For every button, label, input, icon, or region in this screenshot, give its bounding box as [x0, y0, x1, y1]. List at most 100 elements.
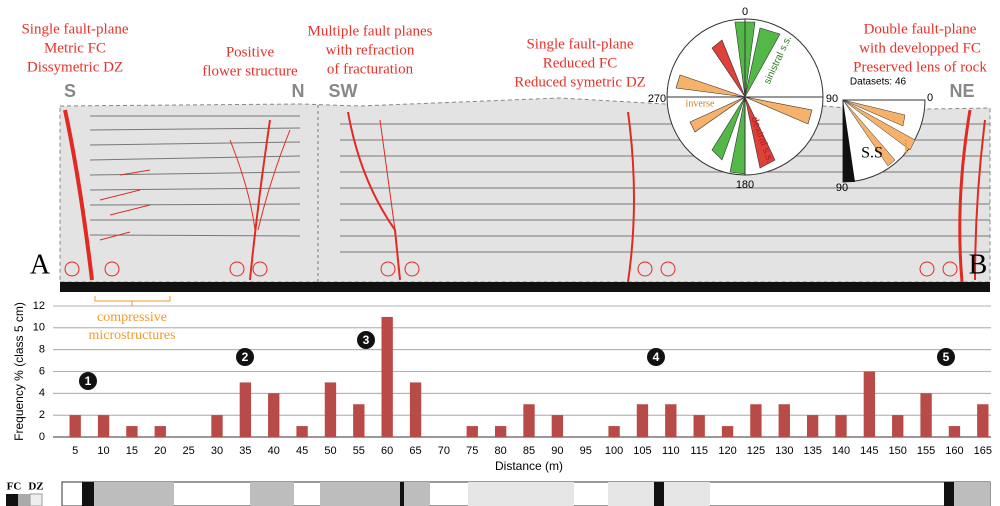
x-tick-label: 140 — [832, 445, 850, 457]
bar — [948, 426, 961, 437]
annotation: Dissymetric DZ — [27, 59, 123, 75]
bar — [97, 415, 110, 437]
x-tick-label: 50 — [324, 445, 336, 457]
bar — [693, 415, 705, 437]
x-tick-label: 45 — [296, 445, 308, 457]
base-strip — [60, 282, 990, 292]
end-label: B — [969, 249, 988, 280]
rose-label: 270 — [648, 93, 666, 105]
quarter-label: S.S — [861, 145, 883, 162]
marker — [647, 348, 665, 366]
bar — [353, 404, 365, 437]
x-tick-label: 145 — [860, 445, 878, 457]
bar — [806, 415, 819, 437]
x-tick-label: 25 — [183, 445, 195, 457]
marker — [357, 331, 375, 349]
marker-label: 1 — [85, 374, 92, 388]
marker — [937, 348, 955, 366]
quarter-label: Datasets: 46 — [850, 77, 907, 88]
quarter-label: i — [903, 136, 909, 158]
annotation: Metric FC — [44, 40, 106, 56]
orientation-label: N — [292, 81, 305, 101]
quarter-rose — [842, 99, 926, 183]
bar — [920, 393, 932, 437]
bar — [466, 426, 478, 437]
orientation-label: S — [64, 81, 76, 101]
y-tick-label: 10 — [33, 322, 45, 334]
x-tick-label: 95 — [580, 445, 592, 457]
bar — [324, 382, 337, 437]
bar — [721, 426, 734, 437]
marker-label: 5 — [943, 350, 950, 364]
annotation: Double fault-plane — [864, 21, 977, 37]
orientation-label: SW — [329, 81, 358, 101]
x-tick-label: 115 — [690, 445, 708, 457]
annotation: flower structure — [202, 63, 298, 79]
end-label: A — [30, 249, 51, 280]
marker — [236, 348, 254, 366]
annotation: Single fault-plane — [526, 36, 633, 52]
bar — [239, 382, 252, 437]
bar — [977, 404, 989, 437]
x-tick-label: 120 — [718, 445, 736, 457]
bar — [494, 426, 507, 437]
legend-label: FC — [7, 481, 22, 493]
rose-label: 180 — [736, 179, 754, 191]
orientation-label: NE — [949, 81, 974, 101]
x-tick-label: 20 — [154, 445, 166, 457]
x-tick-label: 105 — [633, 445, 651, 457]
x-tick-label: 65 — [409, 445, 421, 457]
x-axis-label: Distance (m) — [495, 459, 563, 473]
y-tick-label: 0 — [39, 431, 45, 443]
bar — [892, 415, 904, 437]
annotation: Reduced symetric DZ — [514, 74, 646, 90]
x-tick-label: 150 — [889, 445, 907, 457]
x-tick-label: 70 — [438, 445, 450, 457]
legend-label: DZ — [28, 481, 43, 493]
y-tick-label: 8 — [39, 344, 45, 356]
bar — [381, 316, 393, 437]
bar — [665, 404, 677, 437]
y-tick-label: 4 — [39, 387, 45, 399]
annotation: with refraction — [326, 42, 415, 58]
x-tick-label: 135 — [803, 445, 821, 457]
bar — [863, 371, 876, 437]
marker-label: 3 — [363, 333, 370, 347]
x-tick-label: 55 — [353, 445, 365, 457]
marker-label: 2 — [242, 350, 249, 364]
annotation: Single fault-plane — [21, 21, 128, 37]
microstructure-label: microstructures — [88, 328, 175, 343]
x-tick-label: 100 — [605, 445, 623, 457]
x-tick-label: 5 — [72, 445, 78, 457]
bar — [523, 404, 535, 437]
x-tick-label: 80 — [495, 445, 507, 457]
x-tick-label: 60 — [381, 445, 393, 457]
marker-label: 4 — [653, 350, 660, 364]
quarter-label: 0 — [927, 92, 933, 104]
bar — [69, 415, 81, 437]
x-tick-label: 125 — [747, 445, 765, 457]
annotation: Multiple fault planes — [308, 23, 433, 39]
x-tick-label: 155 — [917, 445, 935, 457]
x-tick-label: 35 — [239, 445, 251, 457]
annotation: Preserved lens of rock — [853, 59, 987, 75]
faults — [63, 109, 986, 283]
bracket — [94, 296, 171, 306]
x-tick-label: 10 — [97, 445, 109, 457]
bar — [211, 415, 223, 437]
marker — [79, 372, 97, 390]
fc-dz-strip — [6, 481, 991, 506]
x-tick-label: 90 — [551, 445, 563, 457]
x-tick-label: 75 — [466, 445, 478, 457]
x-tick-label: 110 — [662, 445, 680, 457]
x-tick-label: 30 — [211, 445, 223, 457]
y-tick-label: 12 — [33, 300, 45, 312]
y-axis-label: Frequency % (class 5 cm) — [12, 302, 26, 441]
annotation: Reduced FC — [543, 55, 618, 71]
x-tick-label: 40 — [268, 445, 280, 457]
bar — [750, 404, 762, 437]
quarter-label: 90 — [836, 182, 848, 194]
rose-label: inverse — [686, 98, 715, 109]
annotation: Positive — [226, 44, 275, 60]
